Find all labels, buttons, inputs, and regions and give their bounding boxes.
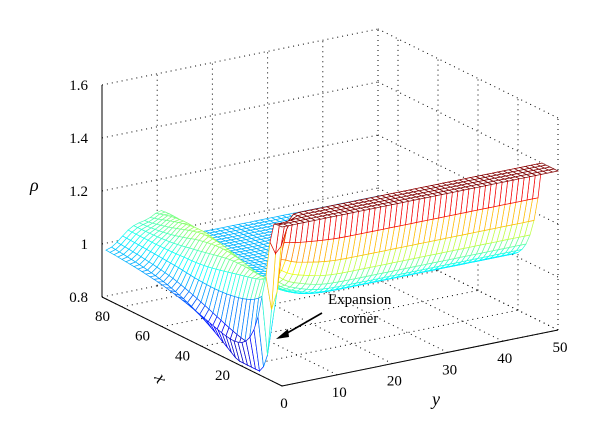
- axis-line: [101, 296, 283, 387]
- x-tick-label: 40: [175, 348, 190, 364]
- annotation-arrowhead: [276, 329, 289, 339]
- z-tick-label: 0.8: [69, 290, 88, 306]
- x-axis-label: x: [150, 369, 172, 387]
- z-tick-label: 1.6: [69, 78, 88, 94]
- grid-line: [241, 309, 519, 367]
- annotation-line-1: Expansion: [328, 292, 392, 308]
- grid-line: [101, 81, 379, 139]
- x-axis-ticks: 20 40 60 80: [95, 309, 230, 384]
- y-tick-label: 0: [280, 396, 288, 412]
- z-axis-label: ρ: [29, 175, 39, 195]
- y-tick-label: 10: [332, 385, 347, 401]
- x-tick-label: 60: [135, 329, 150, 345]
- z-tick-label: 1.2: [69, 184, 88, 200]
- annotation-line-2: corner: [340, 311, 378, 327]
- grid-line: [161, 270, 439, 328]
- z-tick-label: 1.4: [69, 131, 88, 147]
- grid-line: [377, 81, 559, 172]
- z-tick-label: 1: [81, 237, 89, 253]
- grid-line: [201, 289, 479, 347]
- density-surface: [105, 162, 560, 373]
- annotation-arrow: [281, 312, 323, 337]
- expansion-corner-annotation: Expansion corner: [276, 292, 392, 339]
- y-tick-label: 40: [497, 351, 512, 367]
- grid-line: [322, 251, 504, 342]
- y-tick-label: 20: [387, 374, 402, 390]
- grid-line: [377, 28, 559, 119]
- grid-line: [267, 262, 448, 353]
- grid-line: [377, 240, 559, 331]
- grid-line: [101, 28, 379, 86]
- z-axis-ticks: 0.8 1 1.2 1.4 1.6: [69, 78, 88, 306]
- axes-frame: [101, 85, 559, 387]
- grid-line: [101, 134, 379, 192]
- y-tick-label: 30: [442, 362, 457, 378]
- y-axis-ticks: 0 10 20 30 40 50: [280, 340, 567, 412]
- y-axis-label: y: [430, 389, 440, 409]
- grid-line: [212, 274, 393, 365]
- grid-line: [101, 187, 379, 245]
- y-tick-label: 50: [553, 340, 568, 356]
- axis-line: [281, 329, 559, 387]
- x-tick-label: 20: [215, 368, 230, 384]
- surface-cell: [276, 223, 289, 228]
- x-tick-label: 80: [95, 309, 110, 325]
